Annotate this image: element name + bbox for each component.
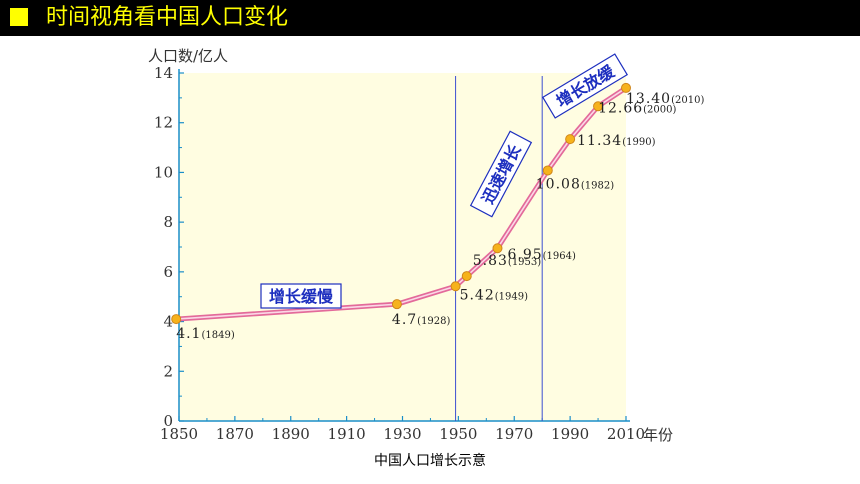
data-label: 10.08(1982) — [536, 176, 614, 192]
data-point — [171, 314, 182, 325]
data-label-year: (1953) — [508, 257, 541, 268]
data-label-value: 6.95 — [507, 247, 542, 263]
y-tick-label: 8 — [163, 213, 173, 231]
data-label: 12.66(2000) — [598, 100, 676, 116]
data-point — [391, 299, 402, 310]
data-label-value: 5.42 — [460, 287, 495, 303]
data-label-year: (2010) — [671, 95, 704, 106]
data-label-year: (1990) — [622, 137, 655, 148]
y-tick-label: 4 — [163, 313, 173, 331]
data-label-year: (1949) — [495, 291, 528, 302]
data-label: 5.83(1953) — [473, 253, 542, 269]
data-label: 11.34(1990) — [577, 133, 655, 149]
data-point — [565, 134, 576, 145]
data-label-value: 11.34 — [577, 133, 622, 149]
data-label-value: 4.7 — [392, 312, 417, 328]
x-tick-label: 1930 — [383, 425, 421, 443]
y-tick-label: 0 — [163, 412, 173, 430]
x-axis-label: 年份 — [643, 426, 673, 444]
data-label: 5.42(1949) — [460, 287, 529, 303]
data-point — [461, 271, 472, 282]
data-label-year: (1982) — [581, 180, 614, 191]
data-label: 6.95(1964) — [507, 247, 576, 263]
x-tick-label: 1970 — [495, 425, 533, 443]
x-tick-label: 1870 — [216, 425, 254, 443]
x-tick-label: 1910 — [328, 425, 366, 443]
data-label-year: (1849) — [201, 330, 234, 341]
data-label-value: 13.40 — [626, 91, 671, 107]
data-point — [450, 281, 461, 292]
x-tick-label: 1890 — [272, 425, 310, 443]
plot-background — [179, 73, 626, 421]
data-label: 4.1(1849) — [176, 326, 235, 342]
data-label-value: 4.1 — [176, 326, 201, 342]
data-label-value: 10.08 — [536, 176, 581, 192]
data-point — [621, 82, 631, 93]
x-tick-label: 1850 — [160, 425, 198, 443]
data-label-year: (1964) — [543, 251, 576, 262]
annotation-frame — [541, 53, 629, 119]
title-bar: 时间视角看中国人口变化 — [0, 0, 860, 36]
annotation-label: 增长缓慢 — [269, 287, 334, 306]
data-point — [542, 165, 553, 176]
data-label-value: 5.83 — [473, 253, 508, 269]
x-tick-label: 1990 — [551, 425, 589, 443]
y-tick-label: 14 — [154, 64, 173, 82]
y-tick-label: 2 — [163, 362, 173, 380]
y-axis-label: 人口数/亿人 — [148, 47, 228, 65]
page-title: 时间视角看中国人口变化 — [46, 5, 289, 30]
data-label: 13.40(2010) — [626, 91, 704, 107]
y-tick-label: 6 — [163, 263, 173, 281]
annotation-frame — [469, 130, 533, 218]
annotation-box: 增长缓慢 — [260, 283, 342, 309]
y-tick-label: 10 — [154, 163, 173, 181]
data-point — [593, 101, 604, 112]
y-tick-label: 12 — [154, 114, 173, 132]
annotation-frame — [260, 283, 342, 309]
x-tick-label: 1950 — [439, 425, 477, 443]
square-bullet-icon — [10, 8, 28, 26]
data-point — [492, 243, 503, 254]
x-tick-label: 2010 — [607, 425, 645, 443]
data-label: 4.7(1928) — [392, 312, 451, 328]
data-label-year: (1928) — [417, 316, 450, 327]
data-label-year: (2000) — [643, 104, 676, 115]
data-label-value: 12.66 — [598, 100, 643, 116]
chart-caption: 中国人口增长示意 — [374, 453, 486, 469]
